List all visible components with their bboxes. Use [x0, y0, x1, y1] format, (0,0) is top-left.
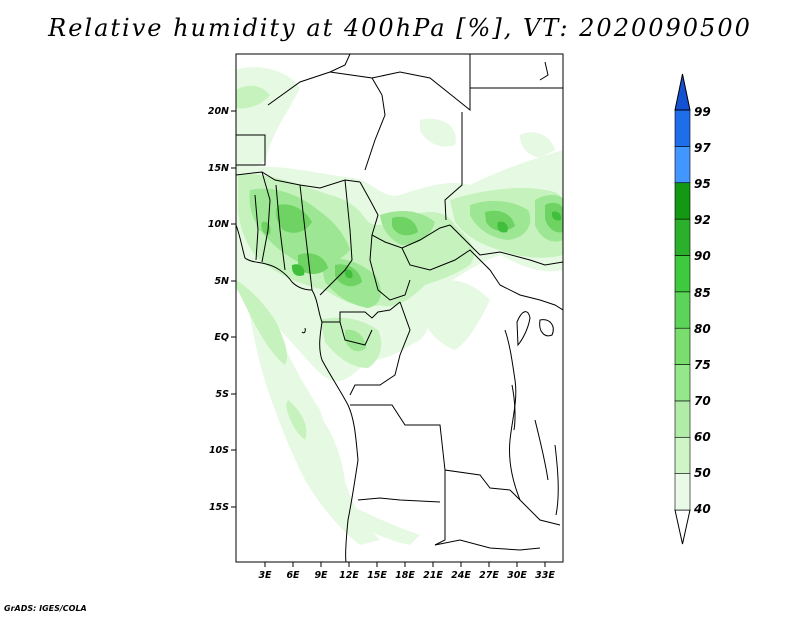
colorbar-extend-high [674, 73, 691, 111]
colorbar-labels: 40 50 60 70 75 80 85 90 92 95 97 99 [693, 105, 711, 516]
lon-label-21e: 21E [423, 570, 443, 581]
lon-label-33e: 33E [535, 570, 555, 581]
lon-label-15e: 15E [367, 570, 387, 581]
lat-label-eq: EQ [214, 332, 229, 343]
lon-label-27e: 27E [479, 570, 499, 581]
lon-label-6e: 6E [286, 570, 300, 581]
cb-label-50: 50 [694, 466, 711, 480]
lat-label-15n: 15N [208, 163, 229, 174]
cb-label-40: 40 [693, 502, 711, 516]
lat-tick-labels: 20N 15N 10N 5N EQ 5S 10S 15S [208, 106, 229, 513]
colorbar-segment [674, 436, 691, 474]
lat-label-5n: 5N [214, 276, 229, 287]
cb-label-92: 92 [694, 213, 711, 227]
colorbar-segment [674, 146, 691, 184]
colorbar-segment [674, 255, 691, 293]
cb-label-99: 99 [694, 105, 711, 119]
country-borders [236, 54, 563, 562]
cb-label-60: 60 [694, 430, 711, 444]
colorbar-segment [674, 473, 691, 511]
lon-label-24e: 24E [451, 570, 471, 581]
lat-label-10s: 10S [209, 445, 229, 456]
humidity-shading [236, 67, 563, 545]
colorbar-segment [674, 182, 691, 220]
colorbar-extend-low [674, 509, 691, 545]
lon-label-30e: 30E [507, 570, 527, 581]
cb-label-75: 75 [694, 358, 711, 372]
colorbar-segment [674, 327, 691, 365]
colorbar-segment [674, 400, 691, 438]
colorbar-segment [674, 109, 691, 147]
cb-label-97: 97 [694, 141, 711, 155]
lon-tick-labels: 3E 6E 9E 12E 15E 18E 21E 24E 27E 30E 33E [258, 570, 555, 581]
cb-label-80: 80 [694, 322, 711, 336]
lat-label-20n: 20N [208, 106, 229, 117]
map-frame [235, 53, 564, 563]
lon-label-3e: 3E [258, 570, 272, 581]
lat-label-15s: 15S [209, 502, 229, 513]
cb-label-95: 95 [694, 177, 711, 191]
colorbar-segment [674, 291, 691, 329]
lat-label-10n: 10N [208, 219, 229, 230]
lon-label-9e: 9E [314, 570, 328, 581]
lon-label-12e: 12E [339, 570, 359, 581]
grads-credit: GrADS: IGES/COLA [4, 604, 87, 613]
cb-label-85: 85 [694, 286, 711, 300]
colorbar-segment [674, 364, 691, 402]
colorbar-segment [674, 218, 691, 256]
map-title: Relative humidity at 400hPa [%], VT: 202… [48, 14, 752, 42]
lon-label-18e: 18E [395, 570, 415, 581]
lon-tick-marks [264, 562, 546, 567]
cb-label-70: 70 [694, 394, 711, 408]
colorbar [674, 73, 691, 545]
cb-label-90: 90 [694, 249, 711, 263]
lat-label-5s: 5S [216, 389, 230, 400]
lat-tick-marks [231, 110, 236, 508]
